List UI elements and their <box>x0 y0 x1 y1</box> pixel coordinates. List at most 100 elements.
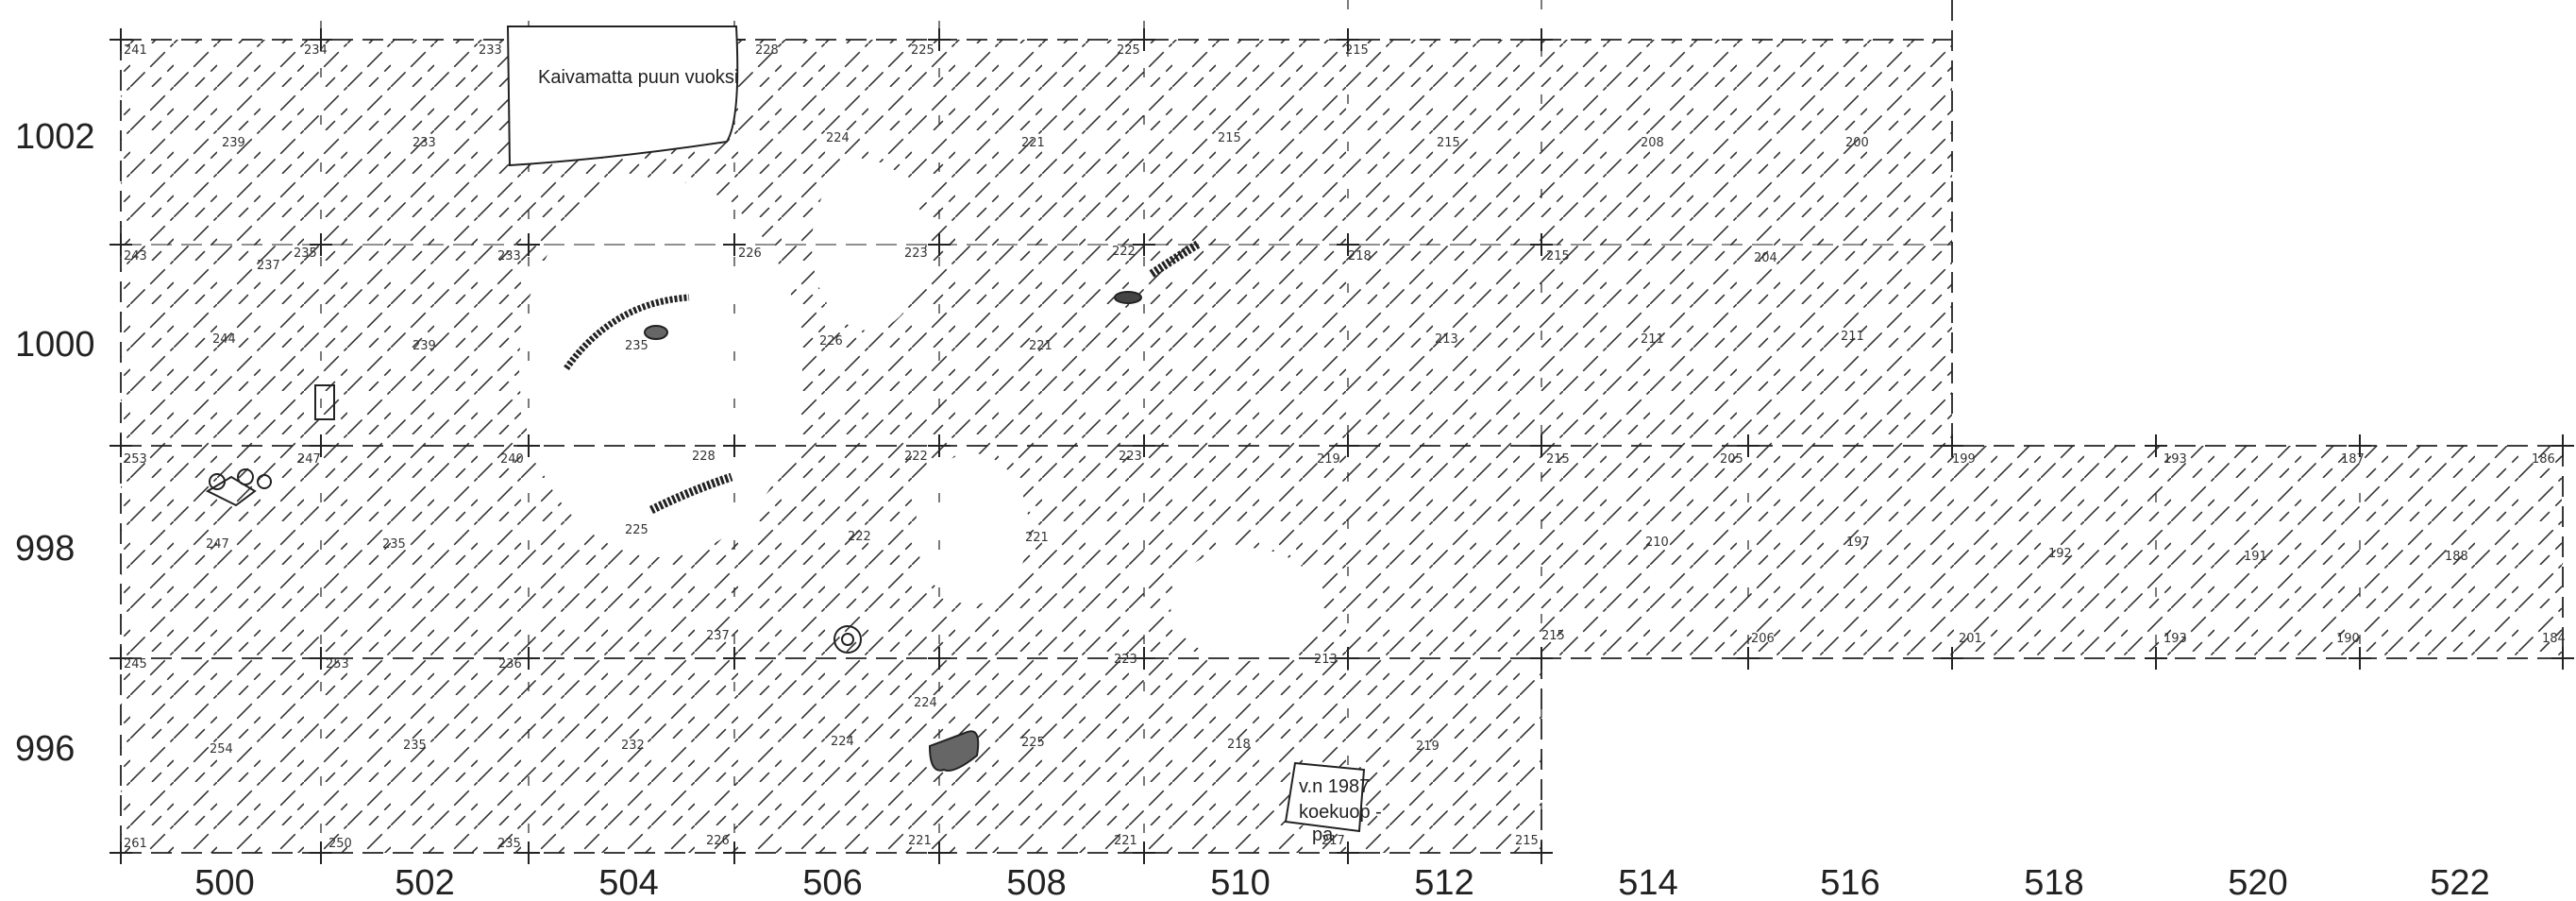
elevation-label: 213 <box>1314 653 1338 667</box>
elevation-label: 201 <box>1959 632 1982 646</box>
x-axis-labels: 500 502 504 506 508 510 512 514 516 518 520 522 <box>194 863 2489 901</box>
y-axis-label: 1000 <box>15 325 95 365</box>
elevation-label: 235 <box>382 537 406 552</box>
elevation-label: 250 <box>328 837 352 851</box>
elevation-label: 239 <box>412 339 436 353</box>
y-axis-label: 996 <box>15 729 75 769</box>
elevation-label: 233 <box>497 249 521 264</box>
elevation-label: 186 <box>2532 452 2555 467</box>
x-axis-label: 508 <box>1006 863 1066 901</box>
x-axis-label: 512 <box>1414 863 1473 901</box>
elevation-label: 215 <box>1541 629 1565 643</box>
elevation-label: 193 <box>2164 452 2187 467</box>
elevation-label: 235 <box>497 837 521 851</box>
elevation-label: 211 <box>1641 332 1664 347</box>
x-axis-label: 514 <box>1618 863 1677 901</box>
test-pit-note-line-3: pa <box>1312 824 1334 845</box>
elevation-label: 218 <box>1227 738 1251 752</box>
elevation-label: 233 <box>479 43 502 58</box>
elevation-label: 193 <box>2164 632 2187 646</box>
y-axis-labels: 1002 1000 998 996 <box>15 117 95 769</box>
elevation-label: 223 <box>1114 653 1137 667</box>
test-pit-note-line-2: koekuop - <box>1299 802 1382 823</box>
elevation-label: 188 <box>2445 550 2468 564</box>
x-axis-label: 504 <box>598 863 658 901</box>
elevation-label: 225 <box>1117 43 1140 58</box>
x-axis-label: 520 <box>2228 863 2287 901</box>
elevation-labels: 241 234 233 228 225 225 215 239 233 224 221 215 215 2… <box>124 43 2566 851</box>
elevation-label: 221 <box>908 834 932 848</box>
elevation-label: 221 <box>1025 531 1049 545</box>
y-axis-label: 1002 <box>15 117 95 157</box>
elevation-label: 228 <box>692 450 716 464</box>
elevation-label: 261 <box>124 837 147 851</box>
elevation-label: 237 <box>257 259 280 273</box>
elevation-label: 219 <box>1317 452 1340 467</box>
elevation-label: 225 <box>1021 736 1045 750</box>
elevation-label: 191 <box>2244 550 2267 564</box>
elevation-label: 236 <box>498 657 522 672</box>
elevation-label: 215 <box>1437 136 1460 150</box>
elevation-label: 235 <box>625 339 648 353</box>
elevation-label: 247 <box>297 452 321 467</box>
elevation-label: 205 <box>1720 452 1743 467</box>
elevation-label: 240 <box>500 452 524 467</box>
elevation-label: 228 <box>755 43 779 58</box>
elevation-label: 222 <box>848 530 871 544</box>
elevation-label: 217 <box>1322 834 1345 848</box>
elevation-label: 239 <box>222 136 245 150</box>
elevation-label: 224 <box>831 735 854 749</box>
elevation-label: 187 <box>2341 452 2365 467</box>
elevation-label: 225 <box>911 43 934 58</box>
elevation-label: 253 <box>124 452 147 467</box>
elevation-label: 223 <box>904 246 928 261</box>
elevation-label: 208 <box>1641 136 1664 150</box>
elevation-label: 213 <box>1435 332 1458 347</box>
elevation-label: 226 <box>819 334 843 348</box>
elevation-label: 211 <box>1841 330 1864 344</box>
elevation-label: 232 <box>621 739 645 753</box>
elevation-label: 254 <box>210 742 233 756</box>
elevation-label: 234 <box>304 43 328 58</box>
elevation-label: 226 <box>738 246 762 261</box>
elevation-label: 235 <box>294 246 317 261</box>
elevation-label: 199 <box>1952 452 1976 467</box>
elevation-label: 204 <box>1754 251 1777 265</box>
elevation-label: 243 <box>124 249 147 264</box>
elevation-label: 244 <box>212 332 236 347</box>
elevation-label: 253 <box>326 657 349 672</box>
elevation-label: 224 <box>914 696 937 710</box>
elevation-label: 190 <box>2336 632 2360 646</box>
elevation-label: 245 <box>124 657 147 672</box>
x-axis-label: 510 <box>1210 863 1270 901</box>
x-axis-label: 518 <box>2024 863 2083 901</box>
elevation-label: 215 <box>1546 249 1570 264</box>
elevation-label: 218 <box>1348 249 1372 264</box>
elevation-label: 225 <box>625 523 648 537</box>
elevation-label: 247 <box>206 537 229 552</box>
elevation-label: 222 <box>904 450 928 464</box>
unexcavated-note: Kaivamatta puun vuoksi <box>538 67 738 88</box>
x-axis-label: 522 <box>2430 863 2489 901</box>
elevation-label: 237 <box>706 629 730 643</box>
elevation-label: 226 <box>706 834 730 848</box>
elevation-label: 235 <box>403 739 427 753</box>
test-pit-outline <box>1284 761 1366 833</box>
elevation-label: 192 <box>2048 547 2072 561</box>
elevation-label: 221 <box>1114 834 1137 848</box>
elevation-label: 222 <box>1112 245 1136 259</box>
elevation-label: 215 <box>1546 452 1570 467</box>
elevation-label: 219 <box>1416 740 1440 754</box>
x-axis-label: 500 <box>194 863 254 901</box>
elevation-label: 221 <box>1029 339 1052 353</box>
elevation-label: 215 <box>1218 131 1241 145</box>
elevation-label: 184 <box>2542 632 2566 646</box>
elevation-label: 221 <box>1021 136 1045 150</box>
test-pit-note-line-1: v.n 1987 <box>1299 776 1370 797</box>
elevation-label: 200 <box>1845 136 1869 150</box>
elevation-label: 215 <box>1515 834 1539 848</box>
elevation-label: 233 <box>412 136 436 150</box>
unexcavated-area-outline <box>506 26 739 167</box>
elevation-label: 215 <box>1345 43 1369 58</box>
